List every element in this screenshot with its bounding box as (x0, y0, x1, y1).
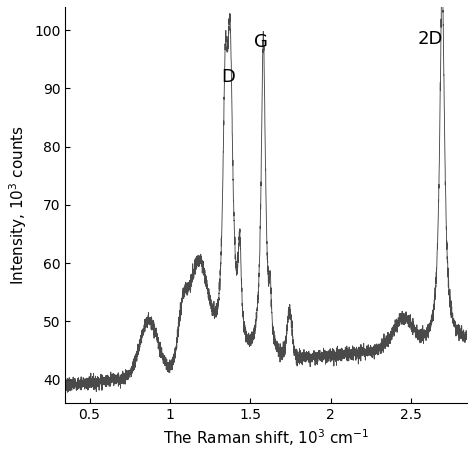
Text: D: D (221, 67, 235, 86)
X-axis label: The Raman shift, 10$^3$ cm$^{-1}$: The Raman shift, 10$^3$ cm$^{-1}$ (163, 427, 369, 448)
Text: G: G (254, 33, 267, 51)
Y-axis label: Intensity, 10$^3$ counts: Intensity, 10$^3$ counts (7, 125, 28, 285)
Text: 2D: 2D (418, 30, 443, 48)
